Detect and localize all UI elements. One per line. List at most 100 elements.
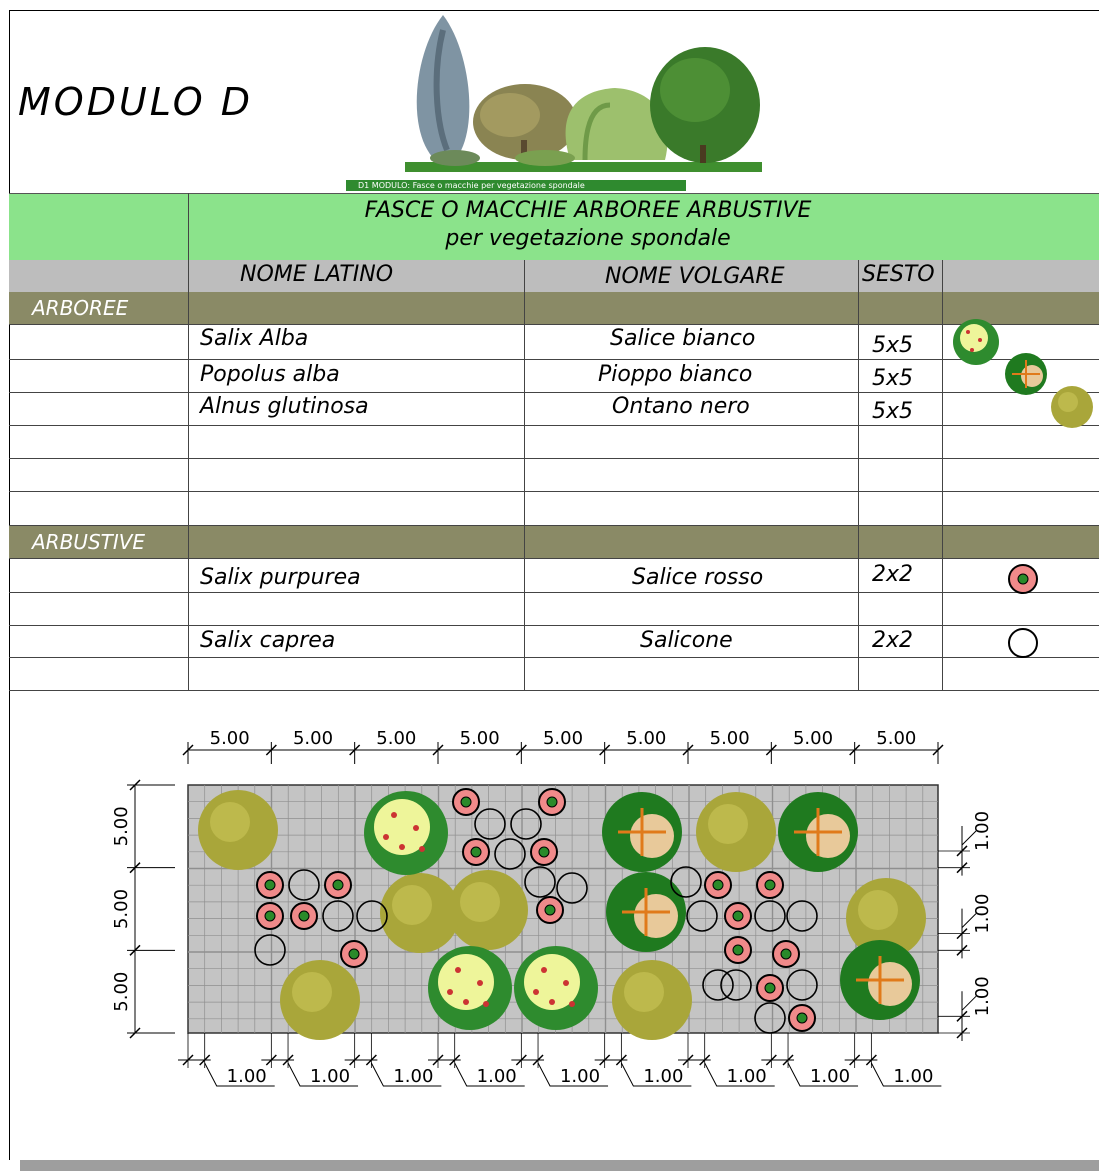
rule — [9, 525, 1099, 526]
willow-dot — [399, 844, 405, 850]
pink-shrub-center — [764, 982, 776, 994]
willow-dot — [563, 980, 569, 986]
table-header-row — [9, 193, 1099, 261]
willow-dot — [541, 967, 547, 973]
alder-symbol-icon — [1051, 386, 1093, 428]
leader-line — [370, 1062, 442, 1087]
pink-shrub-center — [348, 948, 360, 960]
top-dimension-label: 5.00 — [710, 728, 750, 749]
alder-tree-highlight — [624, 972, 664, 1012]
empty-shrub — [510, 808, 542, 840]
sesto-value: 2x2 — [872, 562, 914, 587]
latin-name: Salix purpurea — [200, 565, 361, 590]
pink-shrub-center — [732, 944, 744, 956]
empty-shrub — [494, 838, 526, 870]
banner-caption: D1 MODULO: Fasce o macchie per vegetazio… — [346, 180, 686, 191]
empty-shrub — [786, 900, 818, 932]
col-header-common: NOME VOLGARE — [605, 264, 785, 289]
leader-line — [704, 1062, 775, 1087]
bottom-dimension-label: 1.00 — [727, 1066, 767, 1087]
bottom-bar — [20, 1160, 1099, 1171]
right-dimension-label: 1.00 — [972, 976, 993, 1016]
pink-shrub-center — [538, 846, 550, 858]
pink-shrub-center — [298, 910, 310, 922]
bottom-dimension-label: 1.00 — [310, 1066, 350, 1087]
module-title: MODULO D — [18, 80, 254, 124]
rule — [9, 690, 1099, 691]
column-header-row — [9, 260, 1099, 293]
column-divider — [524, 260, 525, 691]
pink-shrub-center — [764, 879, 776, 891]
pink-shrub-center — [264, 879, 276, 891]
willow-dot — [419, 846, 425, 852]
bottom-dimension-label: 1.00 — [227, 1066, 267, 1087]
poplar-branches — [856, 956, 904, 1004]
section-label-arboree: ARBOREE — [32, 296, 129, 320]
rule — [9, 558, 1099, 559]
left-dimension-label: 5.00 — [111, 806, 132, 846]
bottom-dimension-label: 1.00 — [393, 1066, 433, 1087]
pink-shrub-center — [544, 904, 556, 916]
top-dimension-label: 5.00 — [293, 728, 333, 749]
top-dimension-label: 5.00 — [376, 728, 416, 749]
empty-shrub — [254, 934, 286, 966]
alder-tree-highlight — [210, 802, 250, 842]
leader-line — [961, 995, 977, 1011]
willow-tree-highlight — [374, 799, 430, 855]
empty-shrub — [686, 900, 718, 932]
leader-line — [204, 1062, 275, 1087]
empty-shrub — [288, 869, 320, 901]
frame-top — [9, 10, 1099, 11]
willow-dot — [391, 812, 397, 818]
rule — [9, 491, 1099, 492]
willow-dot — [455, 967, 461, 973]
poplar-tree-highlight — [806, 814, 850, 858]
willow-dot — [463, 999, 469, 1005]
willow-symbol-icon — [953, 319, 999, 365]
trees-illustration — [405, 15, 762, 172]
leader-line — [961, 830, 977, 846]
pink-shrub-center — [712, 879, 724, 891]
right-dimension-label: 1.00 — [972, 811, 993, 851]
empty-shrub — [786, 969, 818, 1001]
top-dimension-label: 5.00 — [210, 728, 250, 749]
sesto-value: 2x2 — [872, 628, 914, 653]
willow-tree-highlight — [438, 954, 494, 1010]
common-name: Salicone — [640, 628, 733, 653]
leader-line — [787, 1062, 859, 1087]
sesto-value: 5x5 — [872, 333, 914, 358]
poplar-branches — [794, 808, 842, 856]
leader-line — [870, 1062, 942, 1087]
empty-shrub — [474, 808, 506, 840]
column-divider — [858, 260, 859, 691]
section-row-arbustive — [9, 526, 1099, 558]
common-name: Pioppo bianco — [598, 362, 753, 387]
latin-name: Salix caprea — [200, 628, 336, 653]
rule — [9, 425, 1099, 426]
pink-shrub-center — [470, 846, 482, 858]
bottom-dimension-label: 1.00 — [477, 1066, 517, 1087]
empty-shrub — [322, 900, 354, 932]
poplar-tree-highlight — [868, 962, 912, 1006]
col-header-sesto: SESTO — [862, 262, 935, 287]
poplar-branches — [618, 808, 666, 856]
alder-tree-highlight — [392, 885, 432, 925]
empty-shrub — [754, 900, 786, 932]
willow-dot — [569, 1001, 575, 1007]
empty-shrub — [556, 872, 588, 904]
empty-shrub — [720, 969, 752, 1001]
bottom-dimension-label: 1.00 — [560, 1066, 600, 1087]
rule — [9, 657, 1099, 658]
willow-dot — [549, 999, 555, 1005]
poplar-tree-highlight — [634, 894, 678, 938]
empty-shrub — [754, 1002, 786, 1034]
column-divider — [942, 260, 943, 691]
leader-line — [454, 1062, 525, 1087]
willow-tree-highlight — [524, 954, 580, 1010]
top-dimension-label: 5.00 — [793, 728, 833, 749]
top-dimension-label: 5.00 — [626, 728, 666, 749]
column-divider — [188, 193, 189, 691]
pink-shrub-symbol-icon — [1008, 564, 1038, 594]
right-dimension-label: 1.00 — [972, 894, 993, 934]
top-dimension-label: 5.00 — [460, 728, 500, 749]
